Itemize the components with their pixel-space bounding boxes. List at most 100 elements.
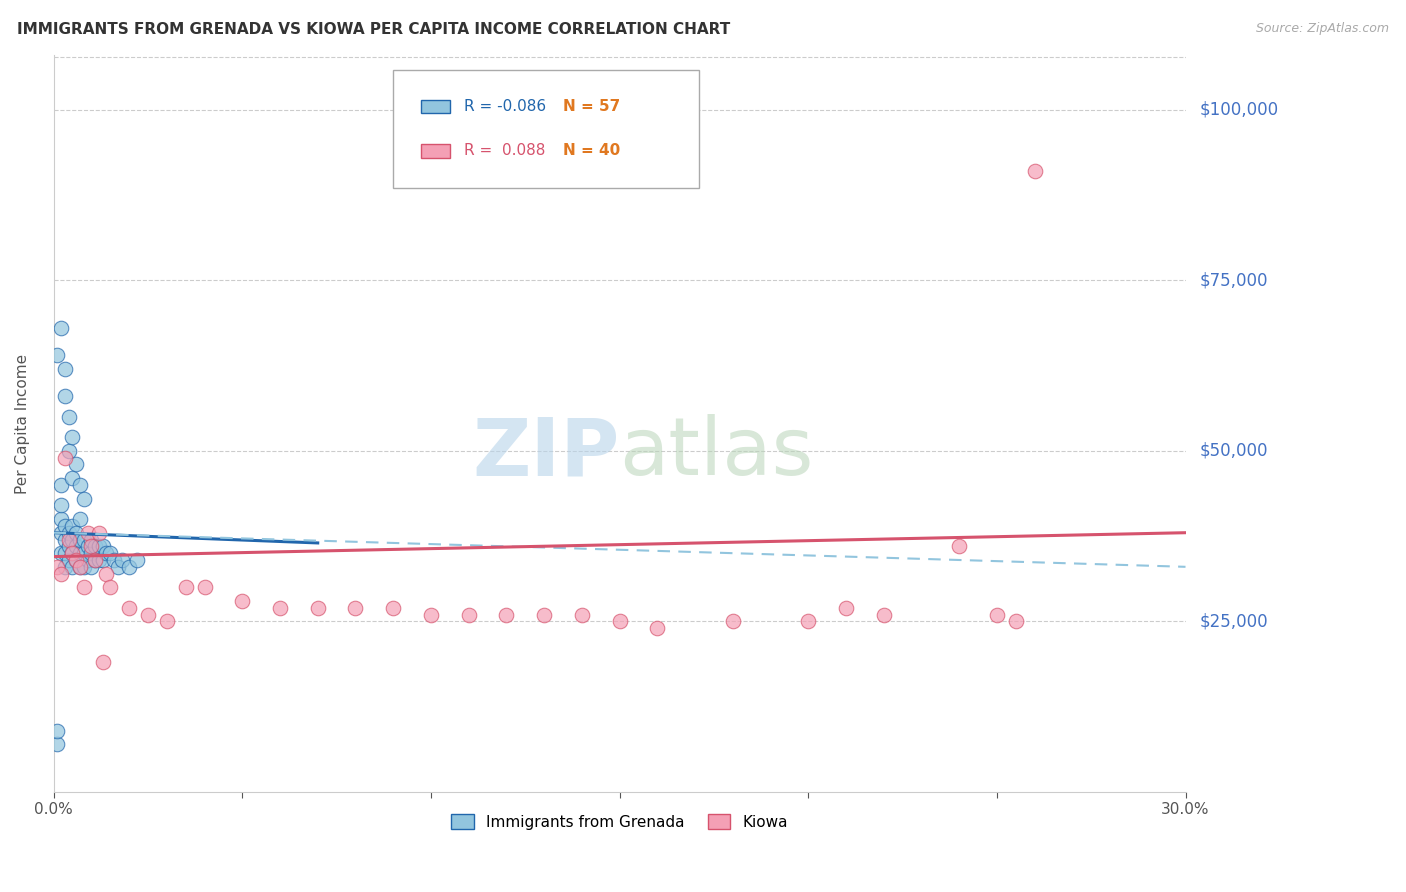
- Point: [58, 540, 80, 554]
- Point: [65, 458, 87, 472]
- Point: [457, 607, 479, 622]
- Text: $75,000: $75,000: [1199, 271, 1268, 289]
- Point: [53, 546, 76, 560]
- Point: [73, 580, 96, 594]
- Point: [53, 519, 76, 533]
- Text: N = 40: N = 40: [564, 144, 620, 159]
- Point: [80, 533, 103, 547]
- Point: [65, 525, 87, 540]
- Point: [107, 559, 129, 574]
- Point: [53, 362, 76, 376]
- Text: $25,000: $25,000: [1199, 613, 1268, 631]
- Point: [495, 607, 517, 622]
- Point: [797, 615, 820, 629]
- Point: [58, 443, 80, 458]
- FancyBboxPatch shape: [422, 145, 450, 158]
- Text: R =  0.088: R = 0.088: [464, 144, 546, 159]
- Point: [69, 559, 91, 574]
- Y-axis label: Per Capita Income: Per Capita Income: [15, 353, 30, 493]
- Point: [46, 723, 69, 738]
- Point: [62, 471, 84, 485]
- Point: [76, 525, 98, 540]
- Point: [87, 553, 110, 567]
- Point: [69, 512, 91, 526]
- Point: [609, 615, 631, 629]
- Point: [96, 566, 118, 581]
- Point: [1004, 615, 1026, 629]
- Point: [80, 559, 103, 574]
- Point: [58, 525, 80, 540]
- Point: [49, 525, 72, 540]
- Point: [46, 559, 69, 574]
- Text: $100,000: $100,000: [1199, 101, 1278, 119]
- Point: [344, 600, 367, 615]
- Point: [69, 478, 91, 492]
- Point: [65, 553, 87, 567]
- Point: [80, 546, 103, 560]
- Point: [118, 559, 141, 574]
- Point: [269, 600, 291, 615]
- Point: [98, 546, 121, 560]
- Point: [49, 566, 72, 581]
- Point: [46, 737, 69, 751]
- Point: [49, 512, 72, 526]
- Point: [73, 546, 96, 560]
- Text: IMMIGRANTS FROM GRENADA VS KIOWA PER CAPITA INCOME CORRELATION CHART: IMMIGRANTS FROM GRENADA VS KIOWA PER CAP…: [17, 22, 730, 37]
- Point: [73, 491, 96, 506]
- Point: [419, 607, 441, 622]
- Point: [84, 553, 107, 567]
- Point: [53, 559, 76, 574]
- Point: [46, 348, 69, 362]
- Point: [53, 450, 76, 465]
- Point: [62, 559, 84, 574]
- Point: [76, 553, 98, 567]
- Point: [110, 553, 132, 567]
- Point: [62, 533, 84, 547]
- Point: [80, 540, 103, 554]
- Point: [986, 607, 1008, 622]
- Point: [91, 540, 114, 554]
- Point: [53, 533, 76, 547]
- Point: [84, 540, 107, 554]
- Point: [65, 540, 87, 554]
- Point: [73, 559, 96, 574]
- Text: $50,000: $50,000: [1199, 442, 1268, 460]
- Point: [76, 540, 98, 554]
- Point: [62, 430, 84, 444]
- Point: [91, 553, 114, 567]
- Point: [84, 553, 107, 567]
- Point: [73, 533, 96, 547]
- Point: [231, 594, 253, 608]
- Point: [58, 553, 80, 567]
- Point: [645, 621, 668, 635]
- Point: [156, 615, 179, 629]
- Point: [49, 546, 72, 560]
- Point: [91, 656, 114, 670]
- Point: [136, 607, 159, 622]
- Point: [948, 540, 970, 554]
- Point: [58, 533, 80, 547]
- Point: [872, 607, 894, 622]
- FancyBboxPatch shape: [394, 70, 699, 188]
- Point: [193, 580, 215, 594]
- Point: [174, 580, 197, 594]
- Point: [382, 600, 405, 615]
- Point: [49, 499, 72, 513]
- Text: Source: ZipAtlas.com: Source: ZipAtlas.com: [1256, 22, 1389, 36]
- Point: [62, 519, 84, 533]
- Point: [49, 321, 72, 335]
- Point: [721, 615, 744, 629]
- Point: [49, 478, 72, 492]
- Point: [87, 525, 110, 540]
- Point: [69, 533, 91, 547]
- FancyBboxPatch shape: [422, 100, 450, 113]
- Point: [533, 607, 555, 622]
- Text: atlas: atlas: [620, 414, 814, 492]
- Point: [69, 559, 91, 574]
- Legend: Immigrants from Grenada, Kiowa: Immigrants from Grenada, Kiowa: [444, 807, 794, 836]
- Point: [125, 553, 148, 567]
- Point: [1024, 164, 1046, 178]
- Point: [87, 540, 110, 554]
- Point: [62, 546, 84, 560]
- Point: [835, 600, 858, 615]
